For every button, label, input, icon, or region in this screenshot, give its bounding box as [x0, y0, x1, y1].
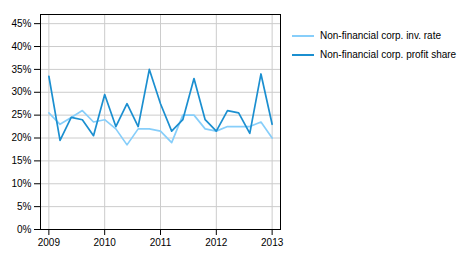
svg-text:10%: 10% — [11, 178, 31, 189]
svg-text:0%: 0% — [17, 224, 32, 235]
html-text:Non-financial corp. profit sha: Non-financial corp. profit share — [320, 49, 457, 60]
svg-text:5%: 5% — [17, 201, 32, 212]
html-text:Non-financial corp. inv. rate: Non-financial corp. inv. rate — [320, 30, 441, 41]
svg-text:30%: 30% — [11, 86, 31, 97]
svg-text:25%: 25% — [11, 109, 31, 120]
svg-text:2011: 2011 — [150, 237, 172, 248]
svg-text:40%: 40% — [11, 41, 31, 52]
svg-text:2010: 2010 — [94, 237, 117, 248]
svg-text:20%: 20% — [11, 132, 31, 143]
svg-text:45%: 45% — [11, 18, 31, 29]
svg-text:15%: 15% — [11, 155, 31, 166]
svg-text:35%: 35% — [11, 64, 31, 75]
svg-text:2009: 2009 — [38, 237, 61, 248]
svg-text:2013: 2013 — [261, 237, 284, 248]
svg-text:2012: 2012 — [205, 237, 228, 248]
